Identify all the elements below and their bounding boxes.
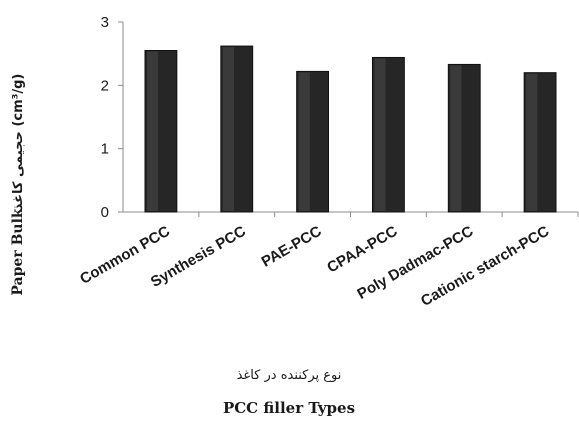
bar-highlight: [298, 72, 310, 212]
x-axis-ticks: [198, 212, 579, 217]
y-tick-label: 3: [101, 14, 109, 31]
x-category-label: PAE-PCC: [259, 223, 325, 271]
bar-highlight: [374, 58, 386, 211]
bar-highlight: [526, 73, 538, 212]
bar-highlight: [222, 47, 234, 211]
y-axis-title-persian: حجیمی کاغذ (cm³/g): [11, 74, 26, 211]
y-tick-label: 1: [101, 141, 109, 158]
y-axis-ticks: 0 1 2 3: [101, 14, 123, 221]
bar-highlight: [450, 65, 462, 211]
y-tick-label: 2: [101, 77, 109, 94]
y-tick-label: 0: [101, 204, 109, 221]
y-axis-title-english: Paper Bulk: [10, 208, 26, 295]
x-category-label: Cationic starch-PCC: [418, 223, 552, 310]
x-axis-title-persian: نوع پرکننده در کاغذ: [237, 368, 342, 383]
y-axis-title: حجیمی کاغذ (cm³/g) Paper Bulk: [10, 74, 26, 296]
bars: [144, 45, 557, 213]
bar-highlight: [146, 51, 159, 211]
x-axis-title-english: PCC filler Types: [223, 399, 355, 417]
